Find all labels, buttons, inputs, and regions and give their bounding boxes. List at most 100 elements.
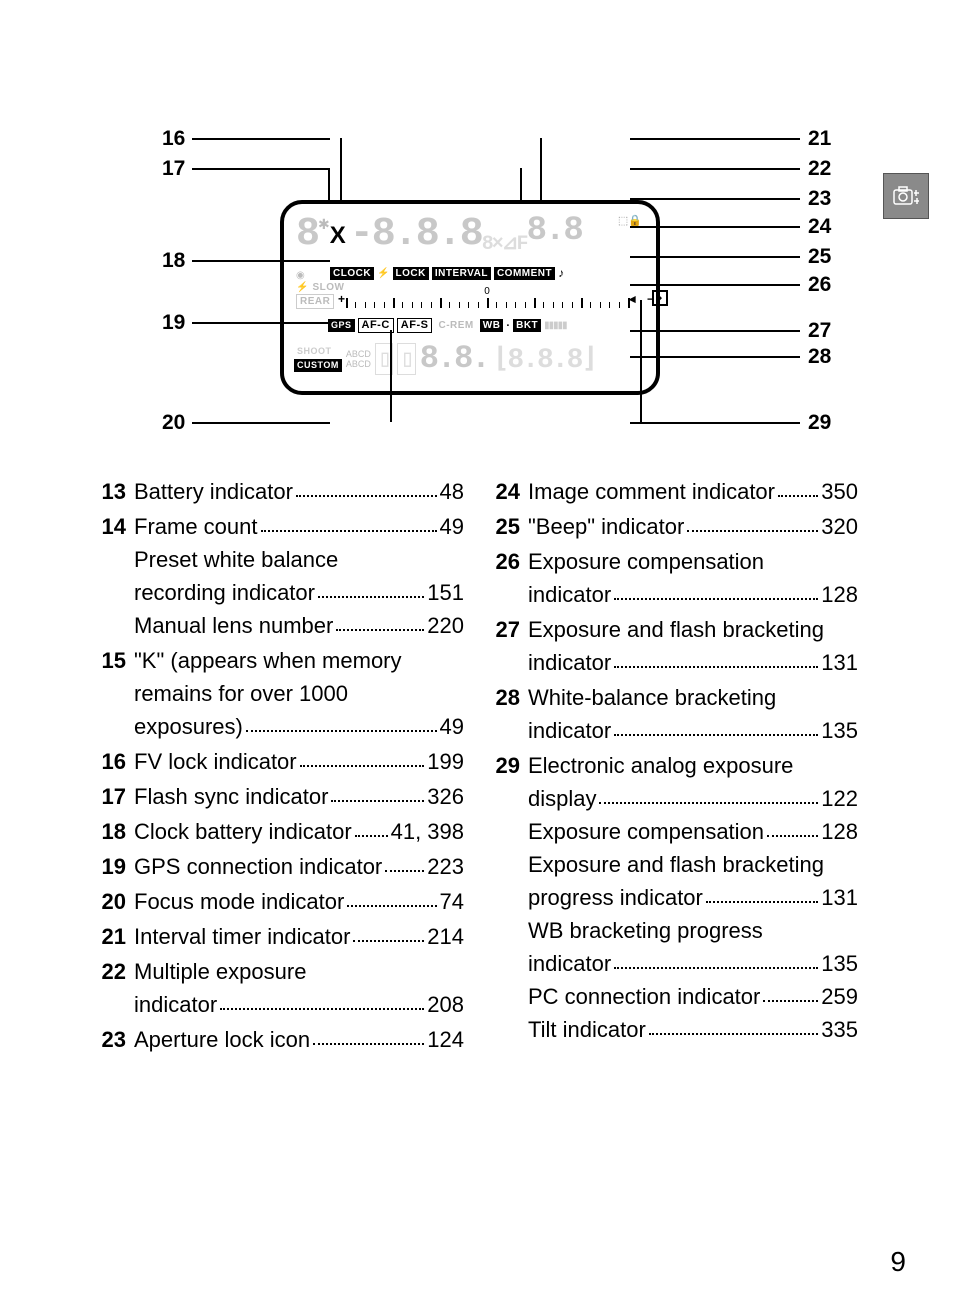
callout-number: 23 xyxy=(808,187,831,211)
index-entry: 14Frame count49Preset white balancerecor… xyxy=(98,510,464,642)
page-ref: 128 xyxy=(821,578,858,611)
scale-tick xyxy=(421,302,422,308)
index-text: GPS connection indicator xyxy=(134,850,382,883)
index-entry: 24Image comment indicator350 xyxy=(492,475,858,508)
page-ref: 350 xyxy=(821,475,858,508)
index-entry-body: "K" (appears when memoryremains for over… xyxy=(134,644,464,743)
index-entry-number: 14 xyxy=(98,510,134,543)
index-entry-number: 25 xyxy=(492,510,528,543)
callout-leader xyxy=(390,330,392,422)
page-ref: 41, 398 xyxy=(391,815,464,848)
index-entry: 13Battery indicator48 xyxy=(98,475,464,508)
scale-tick xyxy=(562,302,563,308)
callout-leader xyxy=(630,330,800,332)
scale-tick xyxy=(355,302,356,308)
index-text: progress indicator xyxy=(528,881,703,914)
custom-label: CUSTOM xyxy=(294,359,342,372)
wb-label: WB xyxy=(480,319,504,332)
seg-sub1: 8×⊿F xyxy=(482,230,527,256)
index-line: Clock battery indicator41, 398 xyxy=(134,815,464,848)
scale-tick xyxy=(459,302,460,308)
camera-setup-icon xyxy=(891,181,921,211)
index-entry: 22Multiple exposureindicator208 xyxy=(98,955,464,1021)
index-entry-body: "Beep" indicator320 xyxy=(528,510,858,543)
index-entry-body: Battery indicator 48 xyxy=(134,475,464,508)
callout-leader xyxy=(630,226,800,228)
index-entry: 26Exposure compensationindicator128 xyxy=(492,545,858,611)
scale-tick xyxy=(619,302,620,308)
scale-tick xyxy=(402,302,403,308)
index-line: Aperture lock icon124 xyxy=(134,1023,464,1056)
index-entry-body: Image comment indicator350 xyxy=(528,475,858,508)
callout-leader xyxy=(520,168,522,200)
page-ref: 259 xyxy=(821,980,858,1013)
callout-number: 27 xyxy=(808,319,831,343)
index-line: remains for over 1000 xyxy=(134,677,464,710)
index-text: Electronic analog exposure xyxy=(528,749,793,782)
scale-tick xyxy=(468,302,469,308)
scale-tick xyxy=(534,298,536,308)
index-line: GPS connection indicator223 xyxy=(134,850,464,883)
beep-note-icon: ♪ xyxy=(558,266,564,280)
leader-dots xyxy=(220,1008,424,1010)
index-entry-body: Frame count49Preset white balancerecordi… xyxy=(134,510,464,642)
index-text: Tilt indicator xyxy=(528,1013,646,1046)
index-entry-number: 27 xyxy=(492,613,528,646)
scale-tick xyxy=(412,302,413,308)
lcd-diagram: 8 ✱ X -8.8.8 8×⊿F 8.8 ⬚🔒 CLOCK ⚡ LOCK IN… xyxy=(80,130,840,450)
callout-leader xyxy=(630,168,800,170)
leader-dots xyxy=(763,1000,818,1002)
leader-dots xyxy=(347,905,436,907)
index-entry: 17Flash sync indicator326 xyxy=(98,780,464,813)
index-entry: 23Aperture lock icon124 xyxy=(98,1023,464,1056)
index-entry: 15"K" (appears when memoryremains for ov… xyxy=(98,644,464,743)
index-line: Frame count49 xyxy=(134,510,464,543)
seg-shutter: 8 xyxy=(296,212,318,257)
page-ref: 48 xyxy=(440,475,464,508)
index-line: Exposure and flash bracketing xyxy=(528,848,858,881)
callout-leader xyxy=(328,168,330,202)
index-entry: 16FV lock indicator199 xyxy=(98,745,464,778)
af-c-label: AF-C xyxy=(358,318,394,333)
leader-dots xyxy=(355,835,388,837)
index-entry-body: Exposure compensationindicator128 xyxy=(528,545,858,611)
index-text: Focus mode indicator xyxy=(134,885,344,918)
index-line: "K" (appears when memory xyxy=(134,644,464,677)
callout-leader xyxy=(630,356,800,358)
comment-label: COMMENT xyxy=(494,267,555,280)
callout-leader xyxy=(340,138,342,202)
scale-tick xyxy=(581,298,583,308)
index-text: Battery indicator xyxy=(134,475,293,508)
scale-tick xyxy=(374,302,375,308)
page-ref: 49 xyxy=(440,510,464,543)
leader-dots xyxy=(353,940,424,942)
index-text: Exposure compensation xyxy=(528,815,764,848)
index-text: Exposure and flash bracketing xyxy=(528,613,824,646)
index-line: Multiple exposure xyxy=(134,955,464,988)
index-text: WB bracketing progress xyxy=(528,914,763,947)
scale-tick xyxy=(506,302,507,308)
seg-k: ⌊8.8.8⌋ xyxy=(493,341,597,376)
index-entry: 20Focus mode indicator74 xyxy=(98,885,464,918)
exposure-scale: + − 0 ◄ ⬩ xyxy=(346,296,628,314)
callout-leader xyxy=(640,300,642,422)
leader-dots xyxy=(246,730,437,732)
callout-leader xyxy=(540,138,542,200)
page-ref: 326 xyxy=(427,780,464,813)
callout-leader xyxy=(630,256,800,258)
index-entry-number: 18 xyxy=(98,815,134,848)
index-entry-body: Clock battery indicator41, 398 xyxy=(134,815,464,848)
index-entry-body: Exposure and flash bracketingindicator13… xyxy=(528,613,858,679)
leader-dots xyxy=(296,495,437,497)
index-columns: 13Battery indicator4814Frame count49Pres… xyxy=(98,475,858,1058)
index-text: indicator xyxy=(528,578,611,611)
index-entry-body: GPS connection indicator223 xyxy=(134,850,464,883)
rear-label: REAR xyxy=(296,294,334,309)
index-text: Manual lens number xyxy=(134,609,333,642)
scale-tick xyxy=(478,302,479,308)
index-text: PC connection indicator xyxy=(528,980,760,1013)
index-line: Focus mode indicator74 xyxy=(134,885,464,918)
callout-number: 18 xyxy=(162,249,185,273)
scale-tick xyxy=(440,298,442,308)
page-ref: 135 xyxy=(821,714,858,747)
